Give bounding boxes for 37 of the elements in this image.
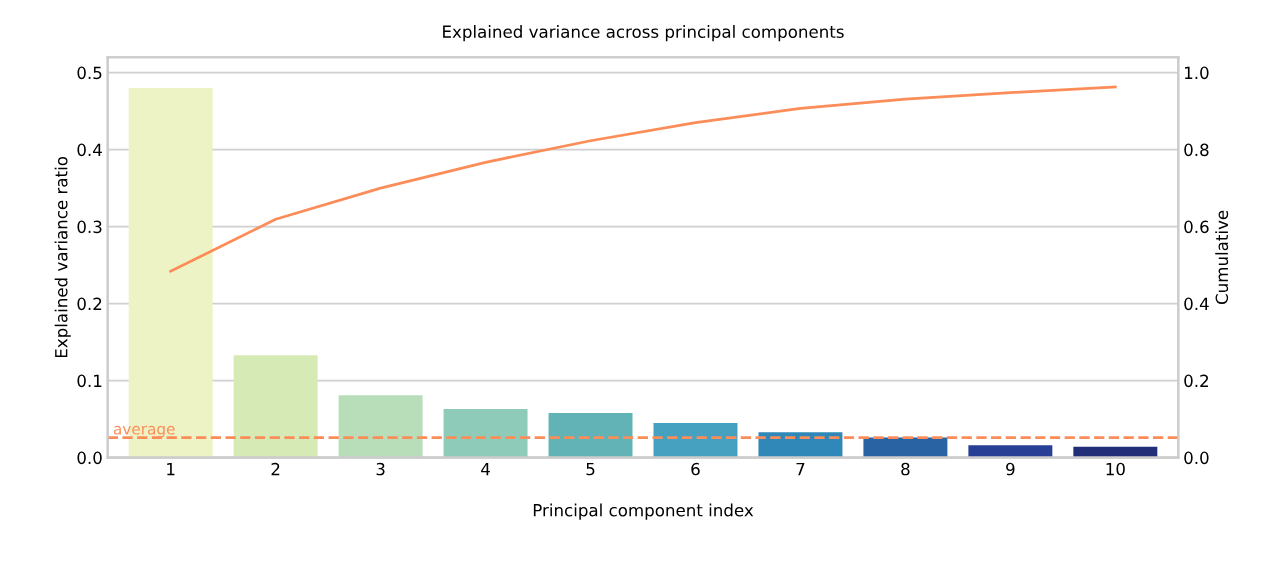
y-tick-label: 0.1 [77, 374, 102, 388]
y2-tick-label: 0.4 [1184, 297, 1209, 311]
y2-tick-label: 0.0 [1184, 451, 1209, 465]
bar [548, 412, 633, 458]
y2-tick-label: 0.8 [1184, 143, 1209, 157]
x-tick-label: 5 [586, 462, 595, 476]
bar [653, 422, 738, 458]
chart-title: Explained variance across principal components [443, 25, 844, 42]
x-tick-label: 2 [271, 462, 280, 476]
bar [758, 432, 843, 458]
bar [1073, 446, 1158, 458]
x-tick-label: 7 [796, 462, 805, 476]
x-axis-title: Principal component index [533, 503, 754, 520]
x-tick-label: 6 [691, 462, 700, 476]
bar [443, 409, 528, 458]
y2-tick-label: 1.0 [1185, 66, 1209, 80]
bar [233, 355, 318, 458]
x-tick-label: 9 [1006, 462, 1015, 476]
y2-tick-label: 0.6 [1184, 220, 1209, 234]
y2-axis-title: Cumulative [1215, 210, 1229, 305]
y-tick-label: 0.5 [77, 66, 102, 80]
bar [968, 445, 1053, 458]
y-tick-label: 0.0 [77, 451, 102, 465]
x-tick-label: 4 [481, 462, 490, 476]
x-tick-label: 10 [1106, 462, 1125, 476]
x-tick-label: 3 [376, 462, 385, 476]
line-series [169, 85, 1117, 273]
x-tick-label: 1 [167, 462, 175, 476]
bar [338, 395, 423, 458]
bar [863, 437, 948, 458]
y2-tick-label: 0.2 [1184, 374, 1209, 388]
y-tick-label: 0.3 [77, 220, 102, 234]
y-tick-label: 0.4 [77, 143, 102, 157]
y-axis-title: Explained variance ratio [54, 157, 71, 358]
ref-line-label: average [113, 425, 175, 438]
x-tick-label: 8 [901, 462, 910, 476]
y-tick-label: 0.2 [77, 297, 102, 311]
